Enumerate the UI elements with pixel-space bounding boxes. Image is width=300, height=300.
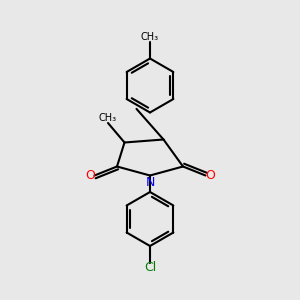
Text: N: N xyxy=(145,176,155,190)
Text: O: O xyxy=(205,169,215,182)
Text: O: O xyxy=(85,169,95,182)
Text: CH₃: CH₃ xyxy=(141,32,159,42)
Text: CH₃: CH₃ xyxy=(99,112,117,123)
Text: Cl: Cl xyxy=(144,261,156,274)
